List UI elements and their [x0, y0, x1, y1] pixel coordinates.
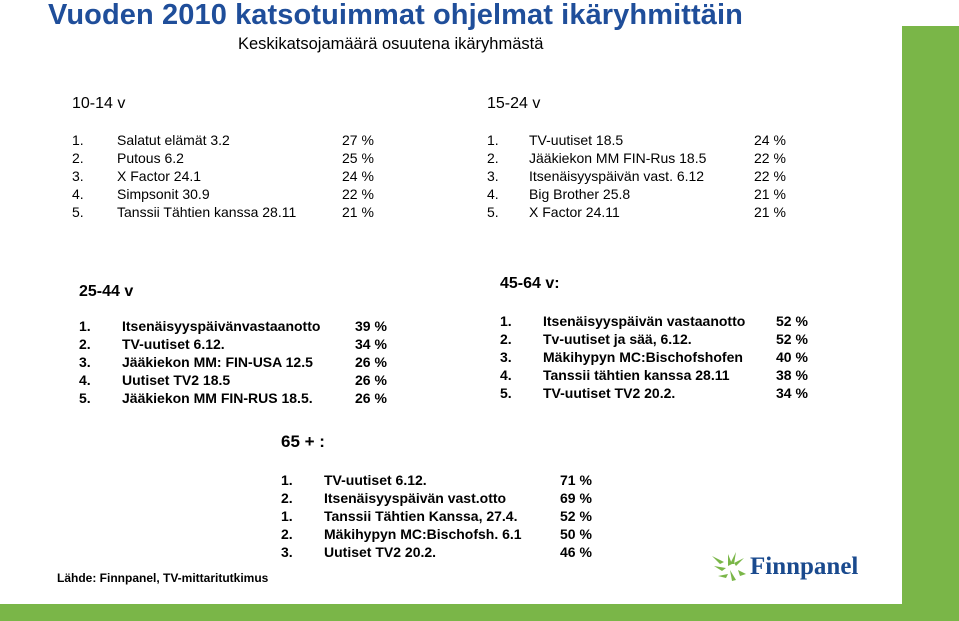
- share-value: 39 %: [355, 318, 387, 334]
- program-name: Salatut elämät 3.2: [117, 132, 230, 148]
- age-group-label: 65 + :: [281, 432, 325, 451]
- age-group-45-64: 45-64 v: 1. Itsenäisyyspäivän vastaanott…: [500, 275, 830, 401]
- share-value: 34 %: [776, 385, 808, 401]
- share-value: 50 %: [560, 526, 592, 542]
- age-group-65-plus: 65 + : 1. TV-uutiset 6.12. 71 % 2. Itsen…: [281, 432, 611, 564]
- program-name: TV-uutiset 18.5: [529, 132, 624, 148]
- share-value: 21 %: [754, 204, 786, 220]
- program-name: Itsenäisyyspäivän vastaanotto: [543, 313, 746, 329]
- page-subtitle: Keskikatsojamäärä osuutena ikäryhmästä: [238, 35, 544, 53]
- share-value: 22 %: [754, 150, 786, 166]
- program-name: Tanssii tähtien kanssa 28.11: [543, 367, 730, 383]
- age-group-10-14: 10-14 v 1. Salatut elämät 3.2 27 % 2. Pu…: [72, 95, 392, 225]
- rank: 4.: [500, 367, 512, 383]
- program-name: Itsenäisyyspäivänvastaanotto: [122, 318, 321, 334]
- rank: 3.: [72, 168, 84, 184]
- rank: 4.: [72, 186, 84, 202]
- rank: 5.: [500, 385, 512, 401]
- rank: 5.: [487, 204, 499, 220]
- share-value: 21 %: [754, 186, 786, 202]
- age-group-label: 25-44 v: [79, 283, 134, 300]
- rank: 2.: [487, 150, 499, 166]
- share-value: 52 %: [776, 331, 808, 347]
- logo-wordmark: Finnpanel: [750, 553, 859, 580]
- program-name: Itsenäisyyspäivän vast. 6.12: [529, 168, 705, 184]
- rank: 1.: [281, 472, 293, 488]
- program-name: X Factor 24.11: [529, 204, 620, 220]
- program-name: Jääkiekon MM FIN-RUS 18.5.: [122, 390, 313, 406]
- finnpanel-logo: Finnpanel: [710, 550, 870, 586]
- share-value: 38 %: [776, 367, 808, 383]
- rank: 1.: [487, 132, 499, 148]
- age-group-15-24: 15-24 v 1. TV-uutiset 18.5 24 % 2. Jääki…: [487, 95, 807, 225]
- share-value: 46 %: [560, 544, 592, 560]
- program-name: TV-uutiset 6.12.: [324, 472, 427, 488]
- decorative-green-bar: [902, 26, 959, 621]
- share-value: 52 %: [560, 508, 592, 524]
- finnpanel-logo-icon: [710, 550, 748, 586]
- program-name: Tanssii Tähtien Kanssa, 27.4.: [324, 508, 518, 524]
- decorative-green-footer-bar: [0, 604, 959, 621]
- rank: 2.: [281, 526, 293, 542]
- program-name: Simpsonit 30.9: [117, 186, 210, 202]
- program-name: TV-uutiset TV2 20.2.: [543, 385, 676, 401]
- rank: 1.: [79, 318, 91, 334]
- share-value: 71 %: [560, 472, 592, 488]
- source-note: Lähde: Finnpanel, TV-mittaritutkimus: [57, 571, 269, 585]
- page-title: Vuoden 2010 katsotuimmat ohjelmat ikäryh…: [48, 0, 743, 31]
- share-value: 26 %: [355, 354, 387, 370]
- share-value: 24 %: [342, 168, 374, 184]
- program-name: Mäkihypyn MC:Bischofshofen: [543, 349, 743, 365]
- program-name: Jääkiekon MM FIN-Rus 18.5: [529, 150, 707, 166]
- program-name: Jääkiekon MM: FIN-USA 12.5: [122, 354, 313, 370]
- share-value: 24 %: [754, 132, 786, 148]
- rank: 2.: [500, 331, 512, 347]
- program-name: Uutiset TV2 20.2.: [324, 544, 437, 560]
- share-value: 27 %: [342, 132, 374, 148]
- program-name: Itsenäisyyspäivän vast.otto: [324, 490, 507, 506]
- rank: 5.: [72, 204, 84, 220]
- program-name: Putous 6.2: [117, 150, 184, 166]
- rank: 1.: [72, 132, 84, 148]
- program-name: Tv-uutiset ja sää, 6.12.: [543, 331, 692, 347]
- rank: 2.: [79, 336, 91, 352]
- rank: 4.: [79, 372, 91, 388]
- program-name: Uutiset TV2 18.5: [122, 372, 231, 388]
- share-value: 34 %: [355, 336, 387, 352]
- share-value: 26 %: [355, 372, 387, 388]
- program-name: Tanssii Tähtien kanssa 28.11: [117, 204, 297, 220]
- rank: 3.: [281, 544, 293, 560]
- program-name: X Factor 24.1: [117, 168, 202, 184]
- age-group-25-44: 25-44 v 1. Itsenäisyyspäivänvastaanotto …: [79, 283, 409, 408]
- rank: 4.: [487, 186, 499, 202]
- share-value: 52 %: [776, 313, 808, 329]
- share-value: 21 %: [342, 204, 374, 220]
- age-group-label: 10-14 v: [72, 95, 126, 112]
- share-value: 26 %: [355, 390, 387, 406]
- rank: 5.: [79, 390, 91, 406]
- rank: 3.: [500, 349, 512, 365]
- share-value: 22 %: [754, 168, 786, 184]
- share-value: 25 %: [342, 150, 374, 166]
- program-name: TV-uutiset 6.12.: [122, 336, 225, 352]
- share-value: 22 %: [342, 186, 374, 202]
- rank: 1.: [500, 313, 512, 329]
- rank: 2.: [281, 490, 293, 506]
- share-value: 40 %: [776, 349, 808, 365]
- program-name: Mäkihypyn MC:Bischofsh. 6.1: [324, 526, 522, 542]
- rank: 1.: [281, 508, 293, 524]
- age-group-label: 15-24 v: [487, 95, 541, 112]
- age-group-label: 45-64 v:: [500, 275, 560, 292]
- share-value: 69 %: [560, 490, 592, 506]
- rank: 3.: [487, 168, 499, 184]
- rank: 3.: [79, 354, 91, 370]
- rank: 2.: [72, 150, 84, 166]
- program-name: Big Brother 25.8: [529, 186, 631, 202]
